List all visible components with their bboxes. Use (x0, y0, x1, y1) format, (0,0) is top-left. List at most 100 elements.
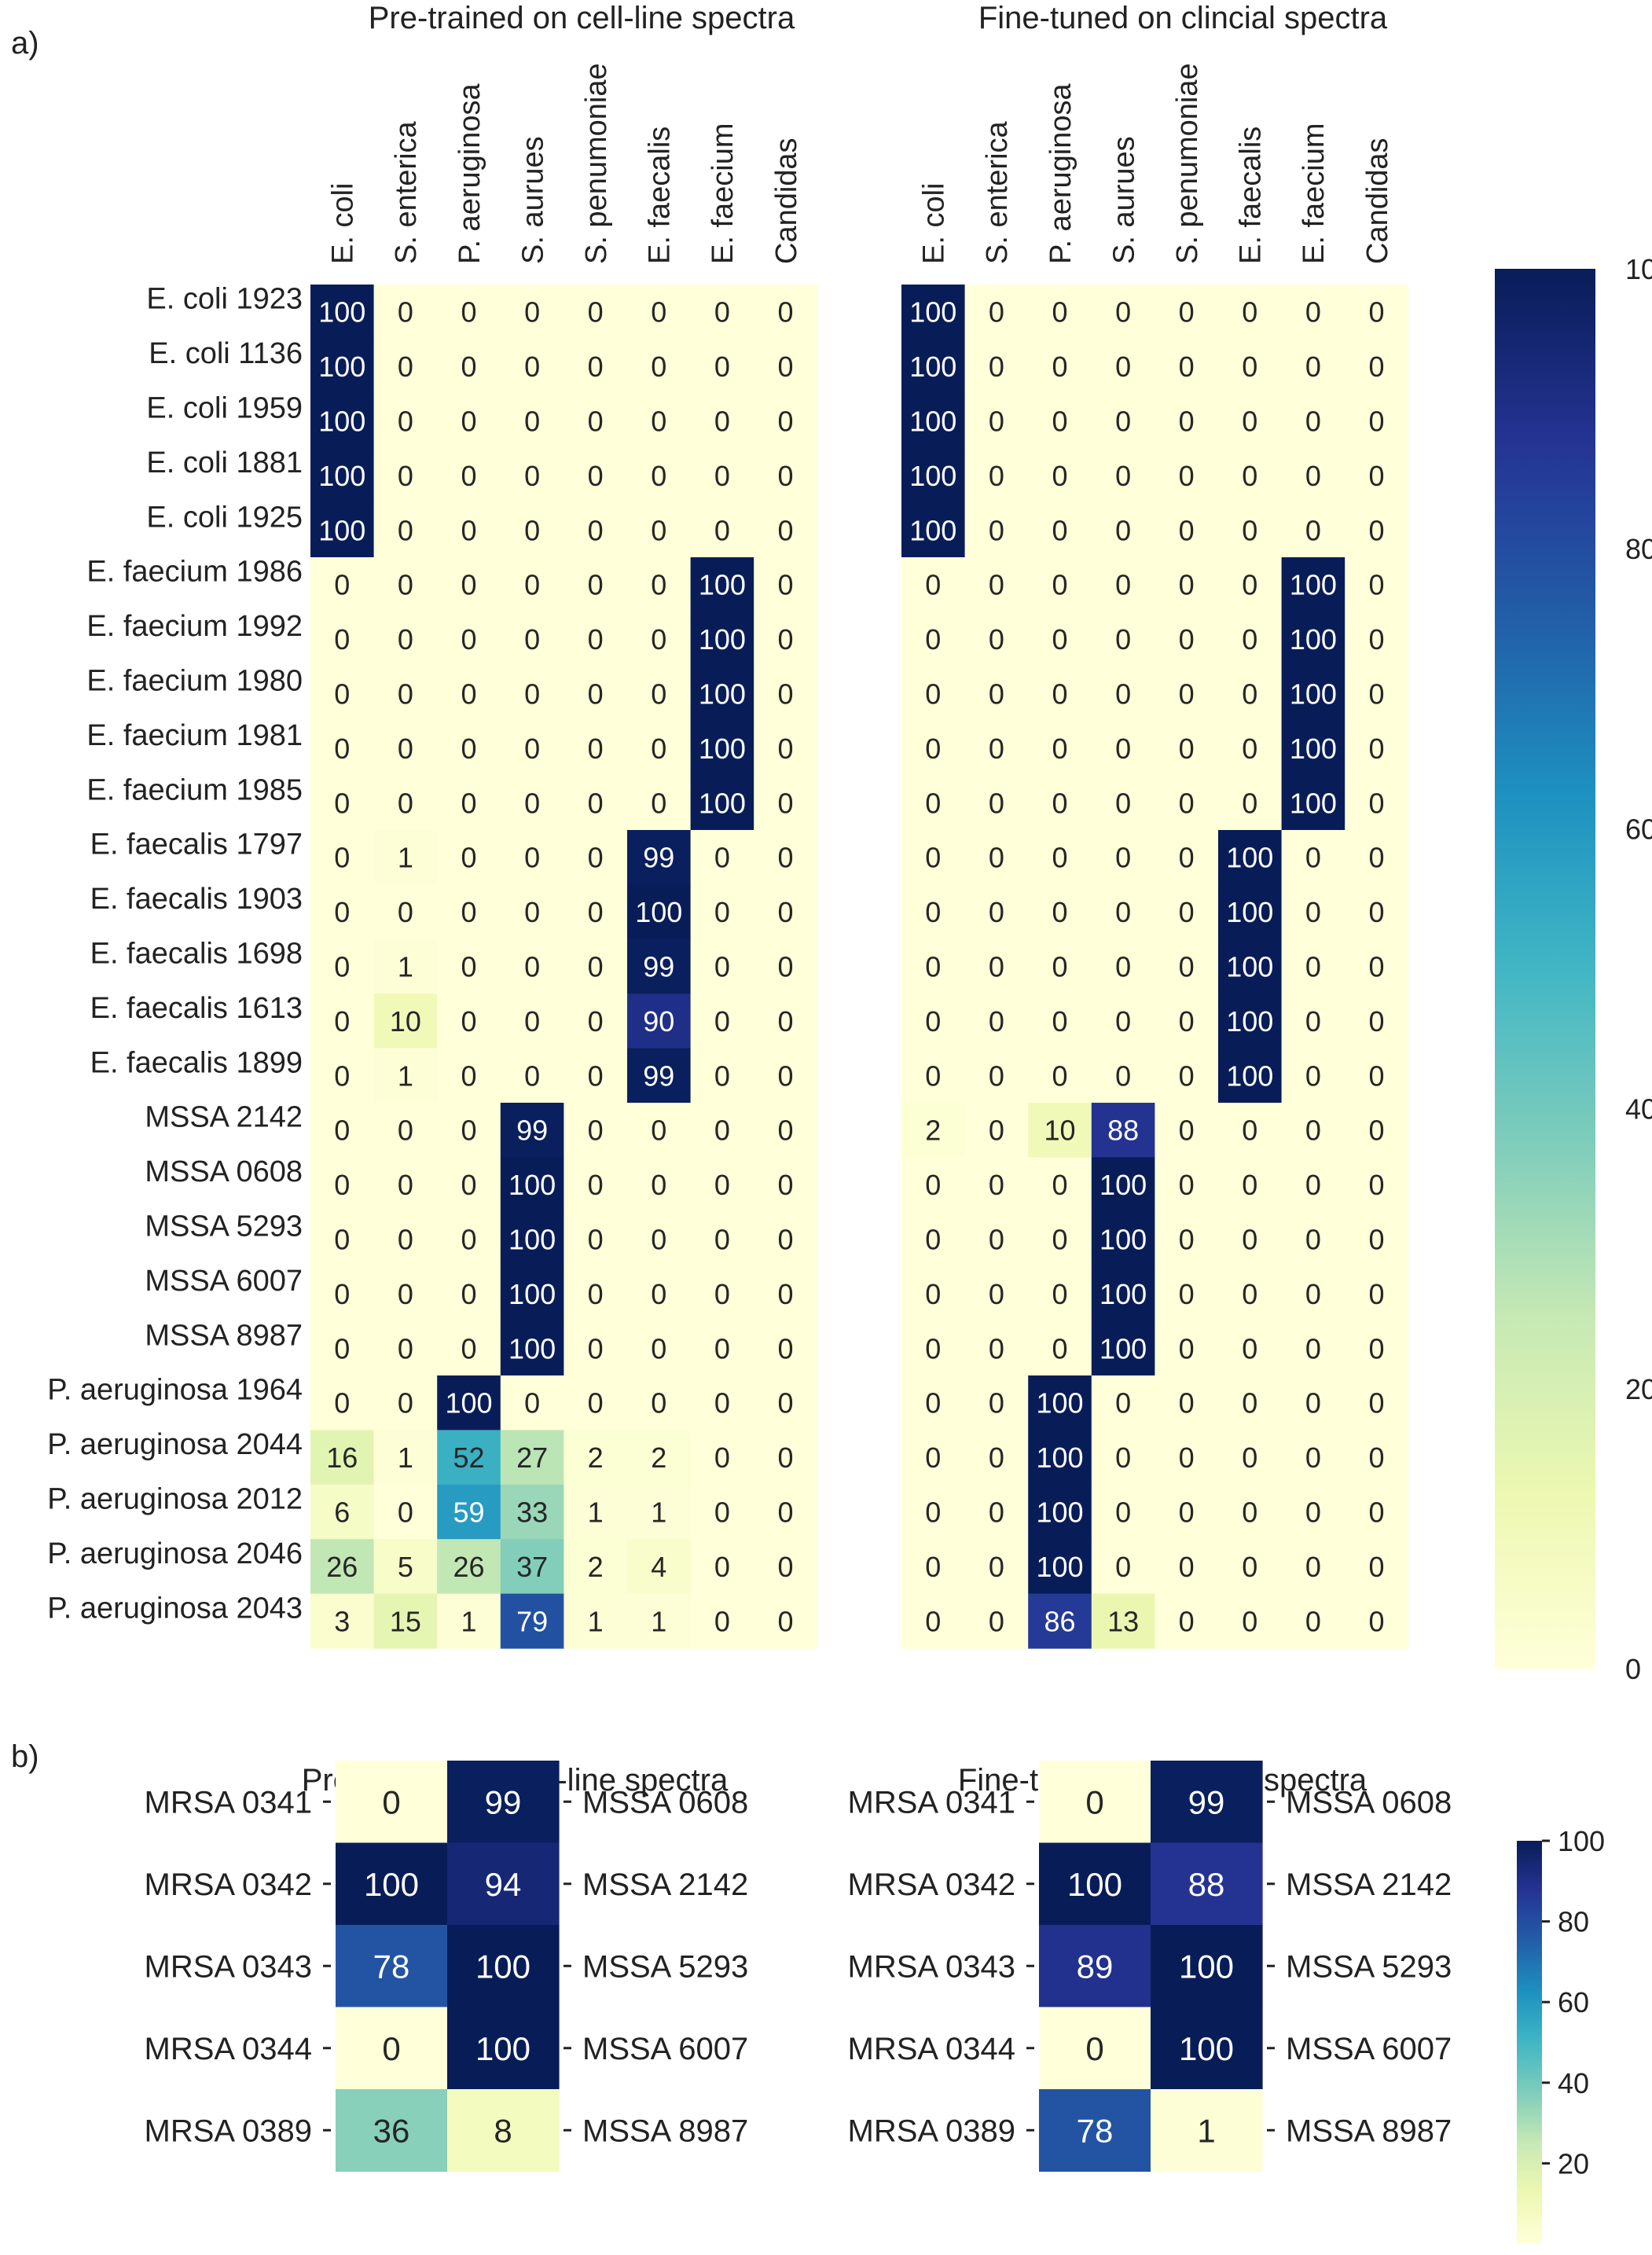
pretrained-cell (373, 502, 438, 558)
finetuned-cell (964, 611, 1029, 667)
finetuned-cell-value: 100 (1290, 787, 1337, 819)
colorbar-tick-label: 80 (1558, 1906, 1589, 1938)
row-label: E. coli 1925 (146, 501, 303, 534)
finetuned-cell (1028, 285, 1092, 340)
pretrained-cell-value: 0 (714, 1332, 730, 1364)
pretrained-cell (627, 775, 692, 831)
pretrained-cell-value: 0 (334, 569, 350, 601)
finetuned-cell-value: 0 (989, 787, 1004, 819)
finetuned-cell-value: 0 (989, 405, 1004, 437)
finetuned-cell-value: 0 (1179, 1605, 1195, 1637)
finetuned-cell (1028, 721, 1092, 777)
pretrained-cell-value: 0 (714, 1496, 730, 1528)
pretrained-cell (373, 1048, 438, 1104)
finetuned-cell (964, 339, 1029, 395)
pretrained-cell (690, 1539, 754, 1595)
finetuned-cell-value: 0 (989, 569, 1004, 601)
pretrained-cell (754, 1048, 818, 1104)
pretrained-cell-value: 99 (643, 1060, 674, 1092)
pretrained-cell-value: 1 (651, 1496, 666, 1528)
finetuned-cell-value: 0 (1305, 896, 1321, 928)
pretrained-cell (754, 1103, 818, 1158)
finetuned-cell (1091, 1484, 1155, 1540)
finetuned-cell-value: 0 (1115, 842, 1131, 874)
finetuned-cell-value: 0 (925, 678, 941, 710)
finetuned-cell-value: 0 (1052, 678, 1067, 710)
finetuned-cell (1345, 1211, 1409, 1267)
pretrained-cell (564, 1320, 628, 1376)
finetuned-cell (901, 830, 966, 885)
mrsa-finetuned-cell-value: 100 (1067, 1866, 1122, 1903)
pretrained-cell (500, 502, 564, 558)
pretrained-cell-value: 0 (651, 1278, 666, 1310)
finetuned-cell (1281, 1593, 1345, 1649)
pretrained-cell-value: 0 (334, 1005, 350, 1038)
pretrained-cell (627, 611, 692, 667)
pretrained-cell-value: 100 (318, 296, 365, 329)
pretrained-cell (310, 993, 375, 1049)
finetuned-cell (1028, 1375, 1092, 1430)
finetuned-cell (1028, 1320, 1092, 1376)
pretrained-cell (564, 339, 628, 395)
pretrained-cell-value: 0 (461, 896, 476, 928)
pretrained-cell-value: 0 (714, 896, 730, 928)
row-label-left: MRSA 0389 (145, 2114, 312, 2148)
finetuned-cell-value: 0 (989, 733, 1004, 765)
finetuned-cell (964, 1375, 1029, 1430)
pretrained-cell (564, 993, 628, 1049)
pretrained-cell (564, 1157, 628, 1213)
finetuned-cell (901, 448, 966, 504)
pretrained-cell (690, 1430, 754, 1486)
pretrained-cell (754, 938, 818, 994)
finetuned-cell-value: 0 (925, 842, 941, 874)
finetuned-cell-value: 0 (1368, 1332, 1384, 1364)
pretrained-cell (310, 285, 375, 340)
colorbar-tick-label: 80 (1625, 533, 1652, 565)
row-label: MSSA 0608 (145, 1155, 303, 1188)
finetuned-cell (901, 1048, 966, 1104)
finetuned-cell (1218, 1266, 1283, 1322)
finetuned-cell (1155, 611, 1219, 667)
pretrained-cell (564, 1484, 628, 1540)
pretrained-cell (373, 448, 438, 504)
row-label: E. faecalis 1698 (90, 938, 303, 971)
pretrained-cell (690, 1320, 754, 1376)
finetuned-cell (1218, 1430, 1283, 1486)
mrsa-finetuned-cell (1039, 1842, 1151, 1926)
finetuned-cell (901, 285, 966, 340)
pretrained-cell-value: 27 (516, 1442, 548, 1474)
pretrained-cell-value: 0 (334, 1060, 350, 1092)
pretrained-cell (437, 448, 501, 504)
pretrained-cell-value: 0 (588, 1005, 604, 1038)
pretrained-cell (690, 775, 754, 831)
pretrained-cell-value: 0 (651, 787, 666, 819)
pretrained-cell (437, 1375, 501, 1430)
finetuned-cell-value: 0 (1368, 1551, 1384, 1583)
row-label-right: MSSA 8987 (1286, 2114, 1452, 2148)
pretrained-cell (500, 557, 564, 612)
mrsa-pretrained-cell-value: 100 (475, 2030, 530, 2067)
finetuned-cell (1091, 448, 1155, 504)
pretrained-cell-value: 0 (524, 950, 540, 982)
pretrained-cell-value: 0 (398, 787, 413, 819)
finetuned-column-label: E. coli (918, 183, 951, 264)
pretrained-cell-value: 0 (588, 514, 604, 546)
pretrained-cell-value: 0 (777, 678, 793, 710)
finetuned-cell-value: 0 (1115, 351, 1131, 383)
pretrained-cell (754, 557, 818, 612)
pretrained-cell-value: 5 (398, 1551, 413, 1583)
finetuned-cell (1345, 1266, 1409, 1322)
pretrained-cell (437, 339, 501, 395)
pretrained-cell (310, 557, 375, 612)
mrsa-finetuned-cell (1039, 2007, 1151, 2090)
pretrained-cell-value: 0 (588, 296, 604, 329)
pretrained-cell-value: 59 (453, 1496, 484, 1528)
finetuned-cell (1028, 1266, 1092, 1322)
finetuned-cell-value: 0 (1242, 1605, 1257, 1637)
finetuned-cell (1218, 884, 1283, 940)
pretrained-cell-value: 1 (588, 1605, 604, 1637)
finetuned-cell-value: 0 (989, 1169, 1004, 1201)
finetuned-cell (1028, 1157, 1092, 1213)
